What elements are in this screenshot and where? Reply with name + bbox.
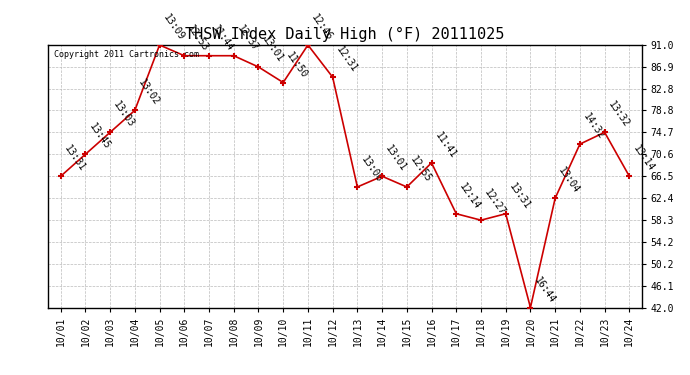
Text: 13:06: 13:06: [359, 154, 384, 184]
Text: 12:53: 12:53: [186, 23, 210, 53]
Text: 13:31: 13:31: [507, 181, 532, 211]
Text: 12:46: 12:46: [309, 12, 335, 42]
Text: 13:32: 13:32: [606, 100, 631, 129]
Text: 12:31: 12:31: [334, 45, 359, 74]
Text: 12:27: 12:27: [482, 188, 507, 218]
Text: 13:04: 13:04: [557, 166, 582, 195]
Text: 12:55: 12:55: [408, 154, 433, 184]
Text: 13:02: 13:02: [136, 78, 161, 108]
Text: 14:32: 14:32: [581, 111, 607, 141]
Text: 13:01: 13:01: [384, 144, 408, 174]
Text: 11:44: 11:44: [210, 23, 235, 53]
Text: 13:01: 13:01: [260, 34, 285, 64]
Text: 12:37: 12:37: [235, 23, 260, 53]
Text: 13:31: 13:31: [62, 144, 87, 174]
Text: 12:14: 12:14: [457, 181, 483, 211]
Text: Copyright 2011 Cartronics.com: Copyright 2011 Cartronics.com: [55, 50, 199, 59]
Text: 16:44: 16:44: [532, 275, 557, 305]
Text: 13:09: 13:09: [161, 12, 186, 42]
Text: 13:14: 13:14: [631, 144, 655, 174]
Text: 13:45: 13:45: [87, 122, 112, 152]
Text: 13:03: 13:03: [112, 100, 137, 129]
Text: 11:50: 11:50: [284, 50, 310, 80]
Text: 11:41: 11:41: [433, 130, 458, 160]
Title: THSW Index Daily High (°F) 20111025: THSW Index Daily High (°F) 20111025: [186, 27, 504, 42]
